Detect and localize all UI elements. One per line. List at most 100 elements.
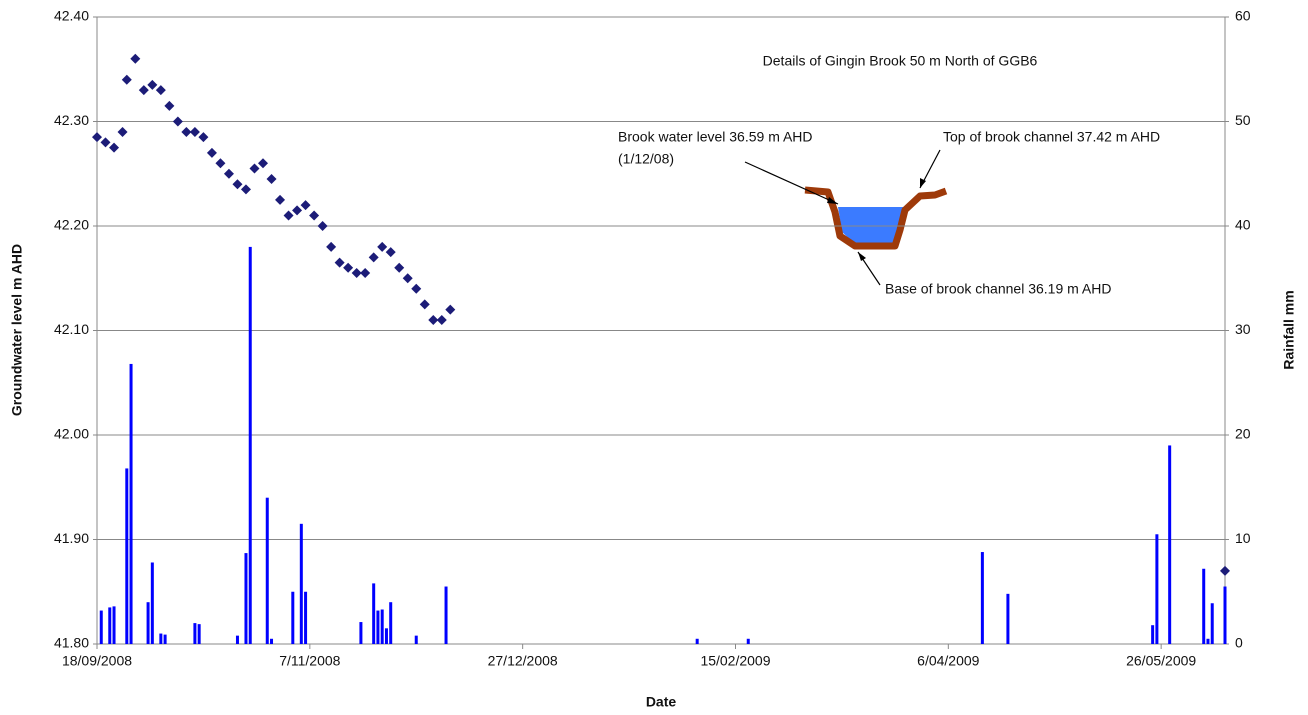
brook-diagram (745, 150, 946, 285)
annotation: Brook water level 36.59 m AHD (618, 129, 813, 145)
rain-bar (376, 611, 379, 644)
y2-tick-label: 10 (1235, 530, 1251, 546)
x-tick-label: 15/02/2009 (700, 653, 770, 669)
groundwater-point (343, 263, 353, 273)
groundwater-point (1220, 566, 1230, 576)
rain-bar (1168, 445, 1171, 644)
rain-bar (159, 634, 162, 644)
rain-bar (198, 624, 201, 644)
groundwater-point (241, 184, 251, 194)
y-tick-label: 42.00 (54, 426, 89, 442)
annotation: (1/12/08) (618, 151, 674, 167)
rain-bar (415, 636, 418, 644)
y2-tick-label: 20 (1235, 426, 1251, 442)
y-tick-label: 42.40 (54, 8, 89, 24)
y-tick-label: 42.10 (54, 321, 89, 337)
rain-bar (125, 468, 128, 644)
rain-bar (236, 636, 239, 644)
groundwater-point (130, 54, 140, 64)
groundwater-point (164, 101, 174, 111)
x-tick-label: 18/09/2008 (62, 653, 132, 669)
y-tick-label: 42.20 (54, 217, 89, 233)
x-tick-label: 7/11/2008 (279, 653, 340, 669)
x-tick-label: 27/12/2008 (488, 653, 558, 669)
groundwater-point (198, 132, 208, 142)
rain-bar (1155, 534, 1158, 644)
rain-bar (266, 498, 269, 644)
groundwater-point (207, 148, 217, 158)
groundwater-point (249, 164, 259, 174)
rain-bar (1224, 587, 1227, 644)
groundwater-point (147, 80, 157, 90)
rain-bar (747, 639, 750, 644)
groundwater-point (190, 127, 200, 137)
groundwater-point (258, 158, 268, 168)
groundwater-point (267, 174, 277, 184)
rain-bar (130, 364, 133, 644)
rain-bar (1206, 639, 1209, 644)
groundwater-point (232, 179, 242, 189)
groundwater-point (420, 299, 430, 309)
x-axis-title: Date (646, 694, 677, 710)
rain-bar (981, 552, 984, 644)
groundwater-point (181, 127, 191, 137)
y2-axis-title: Rainfall mm (1281, 290, 1297, 369)
groundwater-point (394, 263, 404, 273)
rain-bar (270, 639, 273, 644)
rain-bar (164, 635, 167, 644)
groundwater-point (360, 268, 370, 278)
groundwater-point (92, 132, 102, 142)
rain-bar (304, 592, 307, 644)
groundwater-point (122, 75, 132, 85)
groundwater-point (437, 315, 447, 325)
groundwater-point (411, 284, 421, 294)
rain-bar (108, 607, 111, 644)
groundwater-point (118, 127, 128, 137)
rain-bar (300, 524, 303, 644)
groundwater-point (309, 211, 319, 221)
groundwater-point (326, 242, 336, 252)
annotation: Base of brook channel 36.19 m AHD (885, 281, 1111, 297)
y-tick-label: 41.90 (54, 530, 89, 546)
y2-tick-label: 30 (1235, 321, 1251, 337)
groundwater-point (445, 305, 455, 315)
groundwater-point (139, 85, 149, 95)
chart-title: Details of Gingin Brook 50 m North of GG… (763, 53, 1038, 69)
rain-bar (249, 247, 252, 644)
groundwater-point (369, 252, 379, 262)
rain-bar (244, 553, 247, 644)
rain-bar (100, 611, 103, 644)
groundwater-point (109, 143, 119, 153)
arrow-head (858, 252, 866, 261)
groundwater-point (403, 273, 413, 283)
annotation: Top of brook channel 37.42 m AHD (943, 129, 1160, 145)
rain-bar (359, 622, 362, 644)
y2-tick-label: 0 (1235, 635, 1243, 651)
y-tick-label: 41.80 (54, 635, 89, 651)
x-tick-label: 26/05/2009 (1126, 653, 1196, 669)
rain-bar (385, 628, 388, 644)
groundwater-point (318, 221, 328, 231)
chart: Details of Gingin Brook 50 m North of GG… (0, 0, 1308, 715)
groundwater-point (275, 195, 285, 205)
rain-bar (445, 587, 448, 644)
groundwater-point (215, 158, 225, 168)
rain-bar (696, 639, 699, 644)
y2-tick-label: 50 (1235, 112, 1251, 128)
groundwater-point (377, 242, 387, 252)
groundwater-point (386, 247, 396, 257)
groundwater-point (352, 268, 362, 278)
rain-bar (147, 602, 150, 644)
y2-tick-label: 40 (1235, 217, 1251, 233)
y-tick-label: 42.30 (54, 112, 89, 128)
y-axis-title: Groundwater level m AHD (9, 244, 25, 416)
groundwater-point (335, 258, 345, 268)
x-tick-label: 6/04/2009 (917, 653, 979, 669)
rain-bar (1006, 594, 1009, 644)
rain-bar (1151, 625, 1154, 644)
groundwater-point (292, 205, 302, 215)
rain-bar (389, 602, 392, 644)
groundwater-point (428, 315, 438, 325)
groundwater-point (101, 137, 111, 147)
rain-bar (291, 592, 294, 644)
